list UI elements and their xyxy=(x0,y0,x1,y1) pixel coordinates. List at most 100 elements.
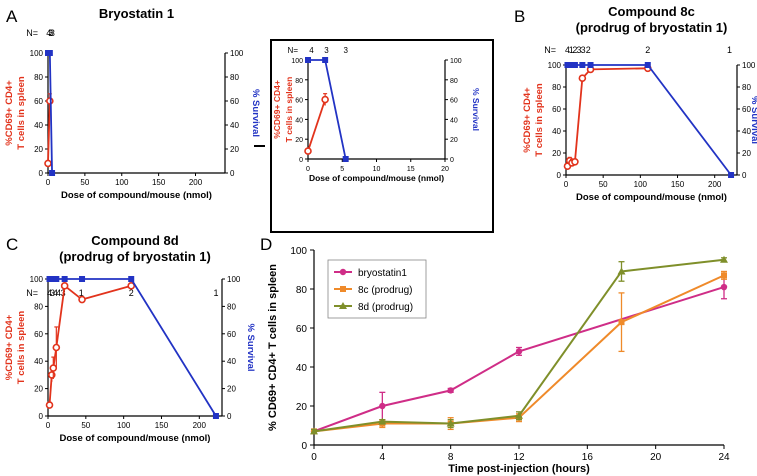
cd69-line xyxy=(47,100,51,164)
survival-point xyxy=(79,276,86,282)
x-tick-label: 20 xyxy=(441,166,449,173)
panel-label-c: C xyxy=(6,235,18,254)
series-point xyxy=(379,402,386,410)
n-label: 4 xyxy=(565,45,570,55)
x-tick-label: 10 xyxy=(373,166,381,173)
cd69-point xyxy=(78,295,86,304)
series-point xyxy=(447,387,454,394)
y-tick-label: 20 xyxy=(552,149,561,158)
x-tick-label: 200 xyxy=(189,178,203,187)
y2-tick-label: 0 xyxy=(230,169,235,178)
y2-tick-label: 80 xyxy=(742,83,751,92)
cd69-line xyxy=(566,67,648,167)
survival-point xyxy=(571,62,578,68)
y-tick-label: 0 xyxy=(301,441,307,452)
y2-tick-label: 0 xyxy=(742,171,747,180)
y-tick-label: 40 xyxy=(34,357,43,366)
x-axis-label: Dose of compound/mouse (nmol) xyxy=(309,173,444,183)
y-axis-label: % CD69+ CD4+ T cells in spleen xyxy=(267,264,279,431)
cd69-point xyxy=(571,158,579,166)
y2-tick-label: 80 xyxy=(230,73,239,82)
survival-point xyxy=(46,50,53,56)
y-tick-label: 20 xyxy=(295,137,303,144)
y2-tick-label: 100 xyxy=(450,58,462,65)
y2-tick-label: 60 xyxy=(230,97,239,106)
y-tick-label: 40 xyxy=(296,363,308,374)
legend-label: 8c (prodrug) xyxy=(358,285,412,296)
panel-label-d: D xyxy=(260,235,272,254)
chart-title: (prodrug of bryostatin 1) xyxy=(59,249,211,264)
y2-axis-label: % Survival xyxy=(749,96,757,144)
series-point xyxy=(617,267,626,275)
series-point xyxy=(310,427,318,435)
y2-tick-label: 80 xyxy=(450,78,458,85)
cd69-point xyxy=(45,401,54,409)
y-tick-label: 100 xyxy=(30,49,44,58)
y2-tick-label: 60 xyxy=(450,98,458,105)
y2-axis-label: % Survival xyxy=(250,89,261,137)
y2-tick-label: 40 xyxy=(230,121,239,130)
x-axis-label: Dose of compound/mouse (nmol) xyxy=(576,192,727,203)
cd69-point xyxy=(60,282,69,290)
y-tick-label: 0 xyxy=(299,157,303,164)
survival-point xyxy=(53,276,60,282)
n-prefix: N= xyxy=(544,45,556,55)
survival-point xyxy=(322,57,329,63)
y-axis-label: %CD69+ CD4+ xyxy=(522,87,533,153)
cd69-point xyxy=(49,364,58,372)
survival-point xyxy=(212,413,219,419)
series-point xyxy=(720,255,728,263)
x-tick-label: 0 xyxy=(564,180,569,189)
survival-point xyxy=(728,172,735,178)
n-label: 2 xyxy=(572,45,577,55)
survival-point xyxy=(342,156,349,162)
y2-tick-label: 40 xyxy=(227,357,236,366)
n-label: 1 xyxy=(727,45,732,55)
y-axis-label: %CD69+ CD4+ xyxy=(4,80,15,146)
legend-swatch-marker xyxy=(339,268,347,276)
n-prefix: N= xyxy=(26,28,38,38)
x-tick-label: 0 xyxy=(46,421,51,430)
survival-point xyxy=(128,276,135,282)
n-label: 2 xyxy=(645,45,650,55)
y2-tick-label: 100 xyxy=(230,49,244,58)
survival-point xyxy=(587,62,594,68)
survival-line xyxy=(308,59,347,160)
y-axis-label: %CD69+ CD4+ xyxy=(4,314,15,380)
survival-point xyxy=(644,62,651,68)
n-label: 3 xyxy=(48,28,53,38)
inset-frame xyxy=(270,39,494,233)
survival-point xyxy=(61,276,68,282)
y2-axis-label: % Survival xyxy=(471,88,481,131)
n-label: 3 xyxy=(50,28,55,38)
y-tick-label: 100 xyxy=(30,275,44,284)
y-tick-label: 60 xyxy=(34,330,43,339)
x-tick-label: 100 xyxy=(634,180,648,189)
y-axis-label: T cells in spleen xyxy=(16,76,27,150)
n-label: 4 xyxy=(53,288,58,298)
panel-label-b: B xyxy=(514,7,525,26)
series-point xyxy=(618,319,625,326)
legend-swatch-marker xyxy=(340,286,346,292)
x-tick-label: 0 xyxy=(306,166,310,173)
y-tick-label: 80 xyxy=(296,285,308,296)
y2-tick-label: 60 xyxy=(227,330,236,339)
y-axis-label: %CD69+ CD4+ xyxy=(272,80,282,139)
y2-tick-label: 100 xyxy=(227,275,241,284)
x-tick-label: 8 xyxy=(448,452,454,463)
n-label: 3 xyxy=(343,46,348,55)
legend-label: bryostatin1 xyxy=(358,268,407,279)
survival-point xyxy=(49,170,56,176)
x-tick-label: 0 xyxy=(46,178,51,187)
y-tick-label: 100 xyxy=(548,61,562,70)
n-label: 2 xyxy=(129,288,134,298)
n-label: 1 xyxy=(213,288,218,298)
y2-tick-label: 80 xyxy=(227,302,236,311)
x-axis-label: Dose of compound/mouse (nmol) xyxy=(60,433,211,444)
x-tick-label: 100 xyxy=(117,421,131,430)
x-tick-label: 0 xyxy=(311,452,317,463)
y-tick-label: 80 xyxy=(295,78,303,85)
cd69-point xyxy=(52,343,61,352)
n-label: 4 xyxy=(56,288,61,298)
y-tick-label: 60 xyxy=(34,97,43,106)
